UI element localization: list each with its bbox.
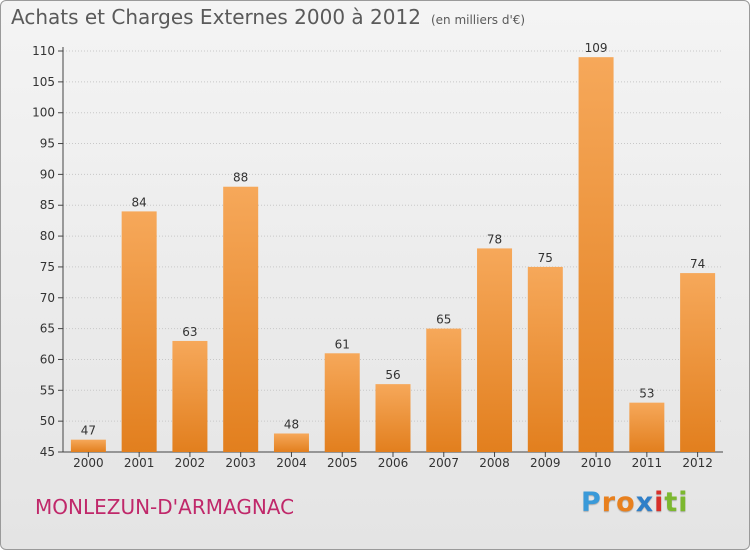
x-tick-label: 2009 (530, 456, 561, 470)
x-tick-label: 2008 (479, 456, 510, 470)
bar (223, 186, 259, 452)
x-tick-label: 2006 (378, 456, 409, 470)
x-tick-label: 2004 (276, 456, 307, 470)
y-tick-label: 80 (40, 229, 55, 243)
bar (680, 273, 716, 452)
logo-letter: P (581, 487, 602, 518)
bar (477, 248, 513, 452)
bar (426, 328, 462, 452)
data-label: 74 (690, 257, 705, 271)
bar (273, 433, 309, 452)
bar (375, 384, 411, 452)
data-label: 47 (81, 424, 96, 438)
x-tick-label: 2003 (225, 456, 256, 470)
data-label: 65 (436, 313, 451, 327)
chart-unit-note: (en milliers d'€) (430, 13, 526, 27)
y-tick-label: 95 (40, 137, 55, 151)
data-label: 63 (182, 325, 197, 339)
commune-name: MONLEZUN-D'ARMAGNAC (35, 495, 295, 519)
y-tick-label: 70 (40, 291, 55, 305)
bar (70, 439, 106, 452)
x-tick-label: 2012 (682, 456, 713, 470)
x-tick-label: 2011 (632, 456, 663, 470)
bar (578, 57, 614, 453)
y-tick-label: 90 (40, 167, 55, 181)
data-label: 78 (487, 232, 502, 246)
y-tick-label: 105 (32, 75, 55, 89)
logo-letter: t (664, 487, 679, 518)
y-tick-label: 85 (40, 198, 55, 212)
y-tick-label: 50 (40, 414, 55, 428)
chart-title: Achats et Charges Externes 2000 à 2012 (e… (11, 5, 525, 29)
logo-letter: x (635, 487, 655, 518)
logo-letter: o (616, 487, 636, 518)
x-tick-label: 2000 (73, 456, 104, 470)
y-tick-label: 65 (40, 322, 55, 336)
x-tick-label: 2010 (581, 456, 612, 470)
bar (527, 266, 563, 452)
data-label: 75 (538, 251, 553, 265)
logo-letter: i (654, 487, 665, 518)
logo-letter: i (678, 487, 689, 518)
bar (629, 402, 665, 452)
bar (172, 340, 208, 452)
y-tick-label: 100 (32, 106, 55, 120)
y-tick-label: 45 (40, 445, 55, 459)
x-tick-label: 2002 (175, 456, 206, 470)
x-tick-label: 2005 (327, 456, 358, 470)
bar (324, 353, 360, 452)
data-label: 53 (639, 387, 654, 401)
data-label: 88 (233, 171, 248, 185)
proxiti-logo: Proxiti (581, 487, 689, 518)
bar (121, 211, 157, 452)
x-tick-label: 2007 (428, 456, 459, 470)
x-tick-label: 2001 (124, 456, 155, 470)
data-label: 48 (284, 417, 299, 431)
data-label: 84 (132, 195, 147, 209)
logo-letter: r (601, 487, 617, 518)
chart-title-text: Achats et Charges Externes 2000 à 2012 (11, 5, 421, 29)
data-label: 61 (335, 337, 350, 351)
y-tick-label: 55 (40, 383, 55, 397)
data-label: 109 (585, 41, 608, 55)
y-tick-label: 60 (40, 352, 55, 366)
data-label: 56 (385, 368, 400, 382)
y-tick-label: 110 (32, 44, 55, 58)
y-tick-label: 75 (40, 260, 55, 274)
